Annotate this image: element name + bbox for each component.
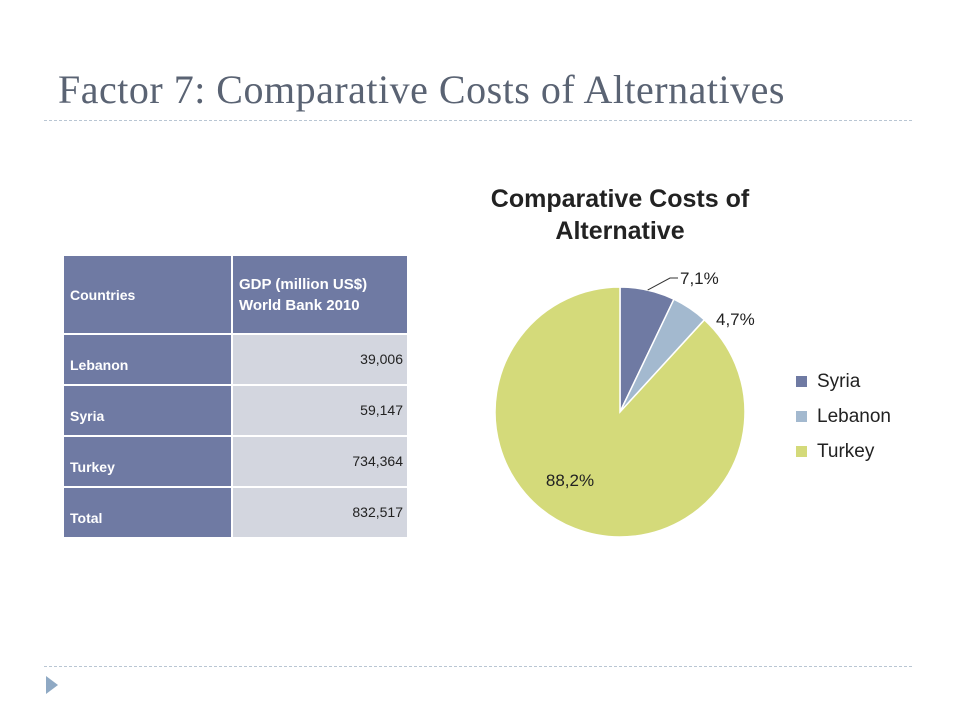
slide-title: Factor 7: Comparative Costs of Alternati…: [58, 67, 785, 112]
header-countries: Countries: [64, 256, 233, 335]
legend-label: Syria: [817, 370, 861, 392]
gdp-cell: 832,517: [232, 487, 409, 539]
gdp-cell: 59,147: [232, 385, 409, 437]
data-label-lebanon: 4,7%: [716, 310, 755, 329]
table-header-row: Countries GDP (million US$) World Bank 2…: [64, 256, 409, 335]
data-label-syria: 7,1%: [680, 269, 719, 288]
chart-legend: Syria Lebanon Turkey: [796, 364, 891, 469]
legend-swatch: [796, 376, 807, 387]
data-label-turkey: 88,2%: [546, 471, 594, 490]
header-gdp: GDP (million US$) World Bank 2010: [232, 256, 409, 335]
gdp-cell: 39,006: [232, 334, 409, 386]
title-divider: [44, 120, 912, 121]
gdp-cell: 734,364: [232, 436, 409, 488]
country-cell: Syria: [64, 385, 233, 437]
table-row: Total 832,517: [64, 487, 409, 539]
gdp-table: Countries GDP (million US$) World Bank 2…: [64, 256, 409, 539]
legend-item-lebanon: Lebanon: [796, 399, 891, 434]
legend-item-turkey: Turkey: [796, 434, 891, 469]
legend-swatch: [796, 446, 807, 457]
country-cell: Total: [64, 487, 233, 539]
country-cell: Turkey: [64, 436, 233, 488]
next-slide-arrow-icon[interactable]: [46, 676, 58, 694]
pie-slice-turkey: [494, 286, 746, 538]
legend-label: Lebanon: [817, 405, 891, 427]
table-row: Turkey 734,364: [64, 436, 409, 488]
table-row: Syria 59,147: [64, 385, 409, 437]
footer-divider: [44, 666, 912, 667]
legend-item-syria: Syria: [796, 364, 891, 399]
country-cell: Lebanon: [64, 334, 233, 386]
leader-line: [647, 277, 678, 291]
pie-chart: 7,1% 4,7% 88,2%: [494, 269, 755, 538]
legend-label: Turkey: [817, 440, 875, 462]
table-row: Lebanon 39,006: [64, 334, 409, 386]
chart-title: Comparative Costs of Alternative: [490, 185, 750, 245]
legend-swatch: [796, 411, 807, 422]
